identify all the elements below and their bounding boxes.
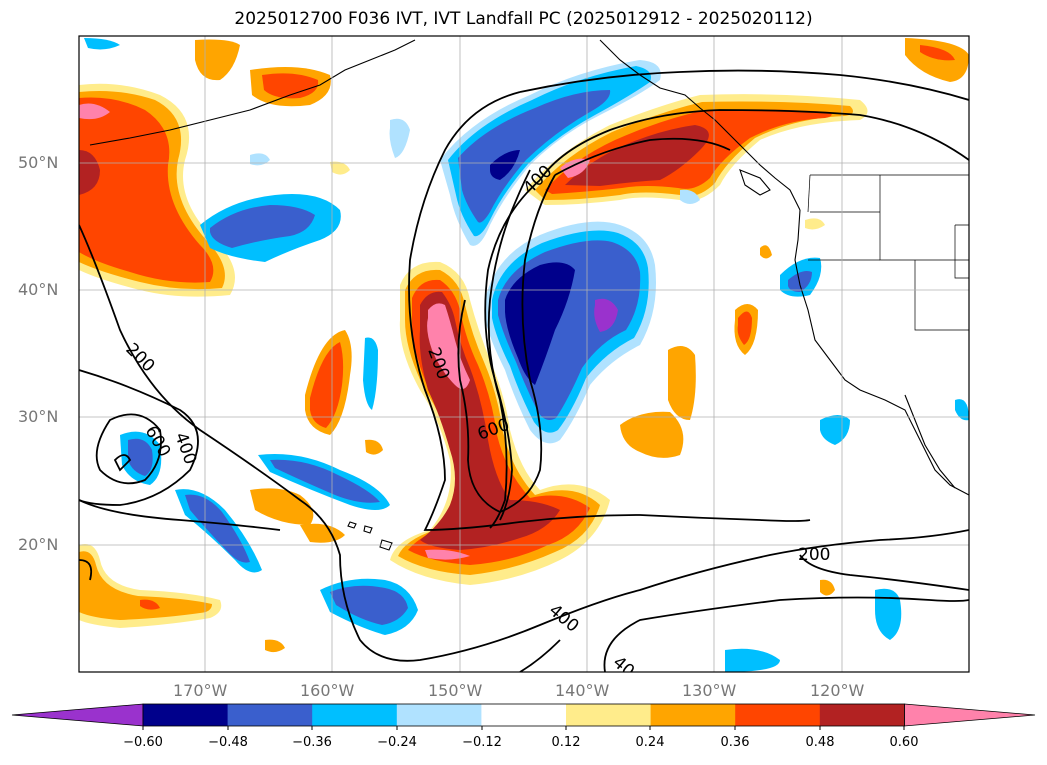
warm-region-central-ar [390,261,610,585]
colorbar-segment [650,704,736,726]
lat-label-40n: 40°N [18,280,59,299]
map-title: 2025012700 F036 IVT, IVT Landfall PC (20… [234,9,813,29]
contour-label: 200 [798,545,830,565]
lon-label-160w: 160°W [300,681,355,700]
colorbar-tick-label: −0.12 [462,735,502,750]
colorbar-tick-label: 0.12 [551,735,581,750]
country-borders [807,174,969,331]
lat-label-30n: 30°N [18,407,59,426]
warm-region-northeast [525,94,868,205]
colorbar-tick-label: 0.60 [889,735,919,750]
colorbar-segment [396,704,482,726]
lon-label-150w: 150°W [428,681,483,700]
colorbar-ticks [142,726,905,730]
colorbar-segment [312,704,398,726]
lat-label-20n: 20°N [18,535,59,554]
warm-patch-nw2 [195,39,240,81]
lat-label-50n: 50°N [18,153,59,172]
colorbar-segment [735,704,821,726]
ivt-contours [79,69,969,672]
map-frame [78,35,970,673]
lon-label-130w: 130°W [682,681,737,700]
colorbar-tick-label: −0.48 [208,735,248,750]
colorbar [11,703,1036,727]
lon-label-120w: 120°W [810,681,865,700]
gridlines [79,36,969,672]
colorbar-outline [142,703,905,727]
colorbar-tick-label: 0.48 [805,735,835,750]
colorbar-segment [566,704,652,726]
colorbar-segment [481,704,567,726]
colorbar-extend-high [904,703,1036,727]
cool-region-north [440,60,661,246]
colorbar-tick-label: 0.24 [635,735,665,750]
colorbar-extend-low [11,703,144,727]
colorbar-segment [143,704,229,726]
colorbar-tick-label: −0.24 [377,735,417,750]
lon-label-140w: 140°W [555,681,610,700]
colorbar-segment [819,704,905,726]
colorbar-tick-label: 0.36 [720,735,750,750]
lon-label-170w: 170°W [173,681,228,700]
colorbar-tick-label: −0.36 [292,735,332,750]
colorbar-segment [227,704,313,726]
colorbar-tick-label: −0.60 [123,735,163,750]
